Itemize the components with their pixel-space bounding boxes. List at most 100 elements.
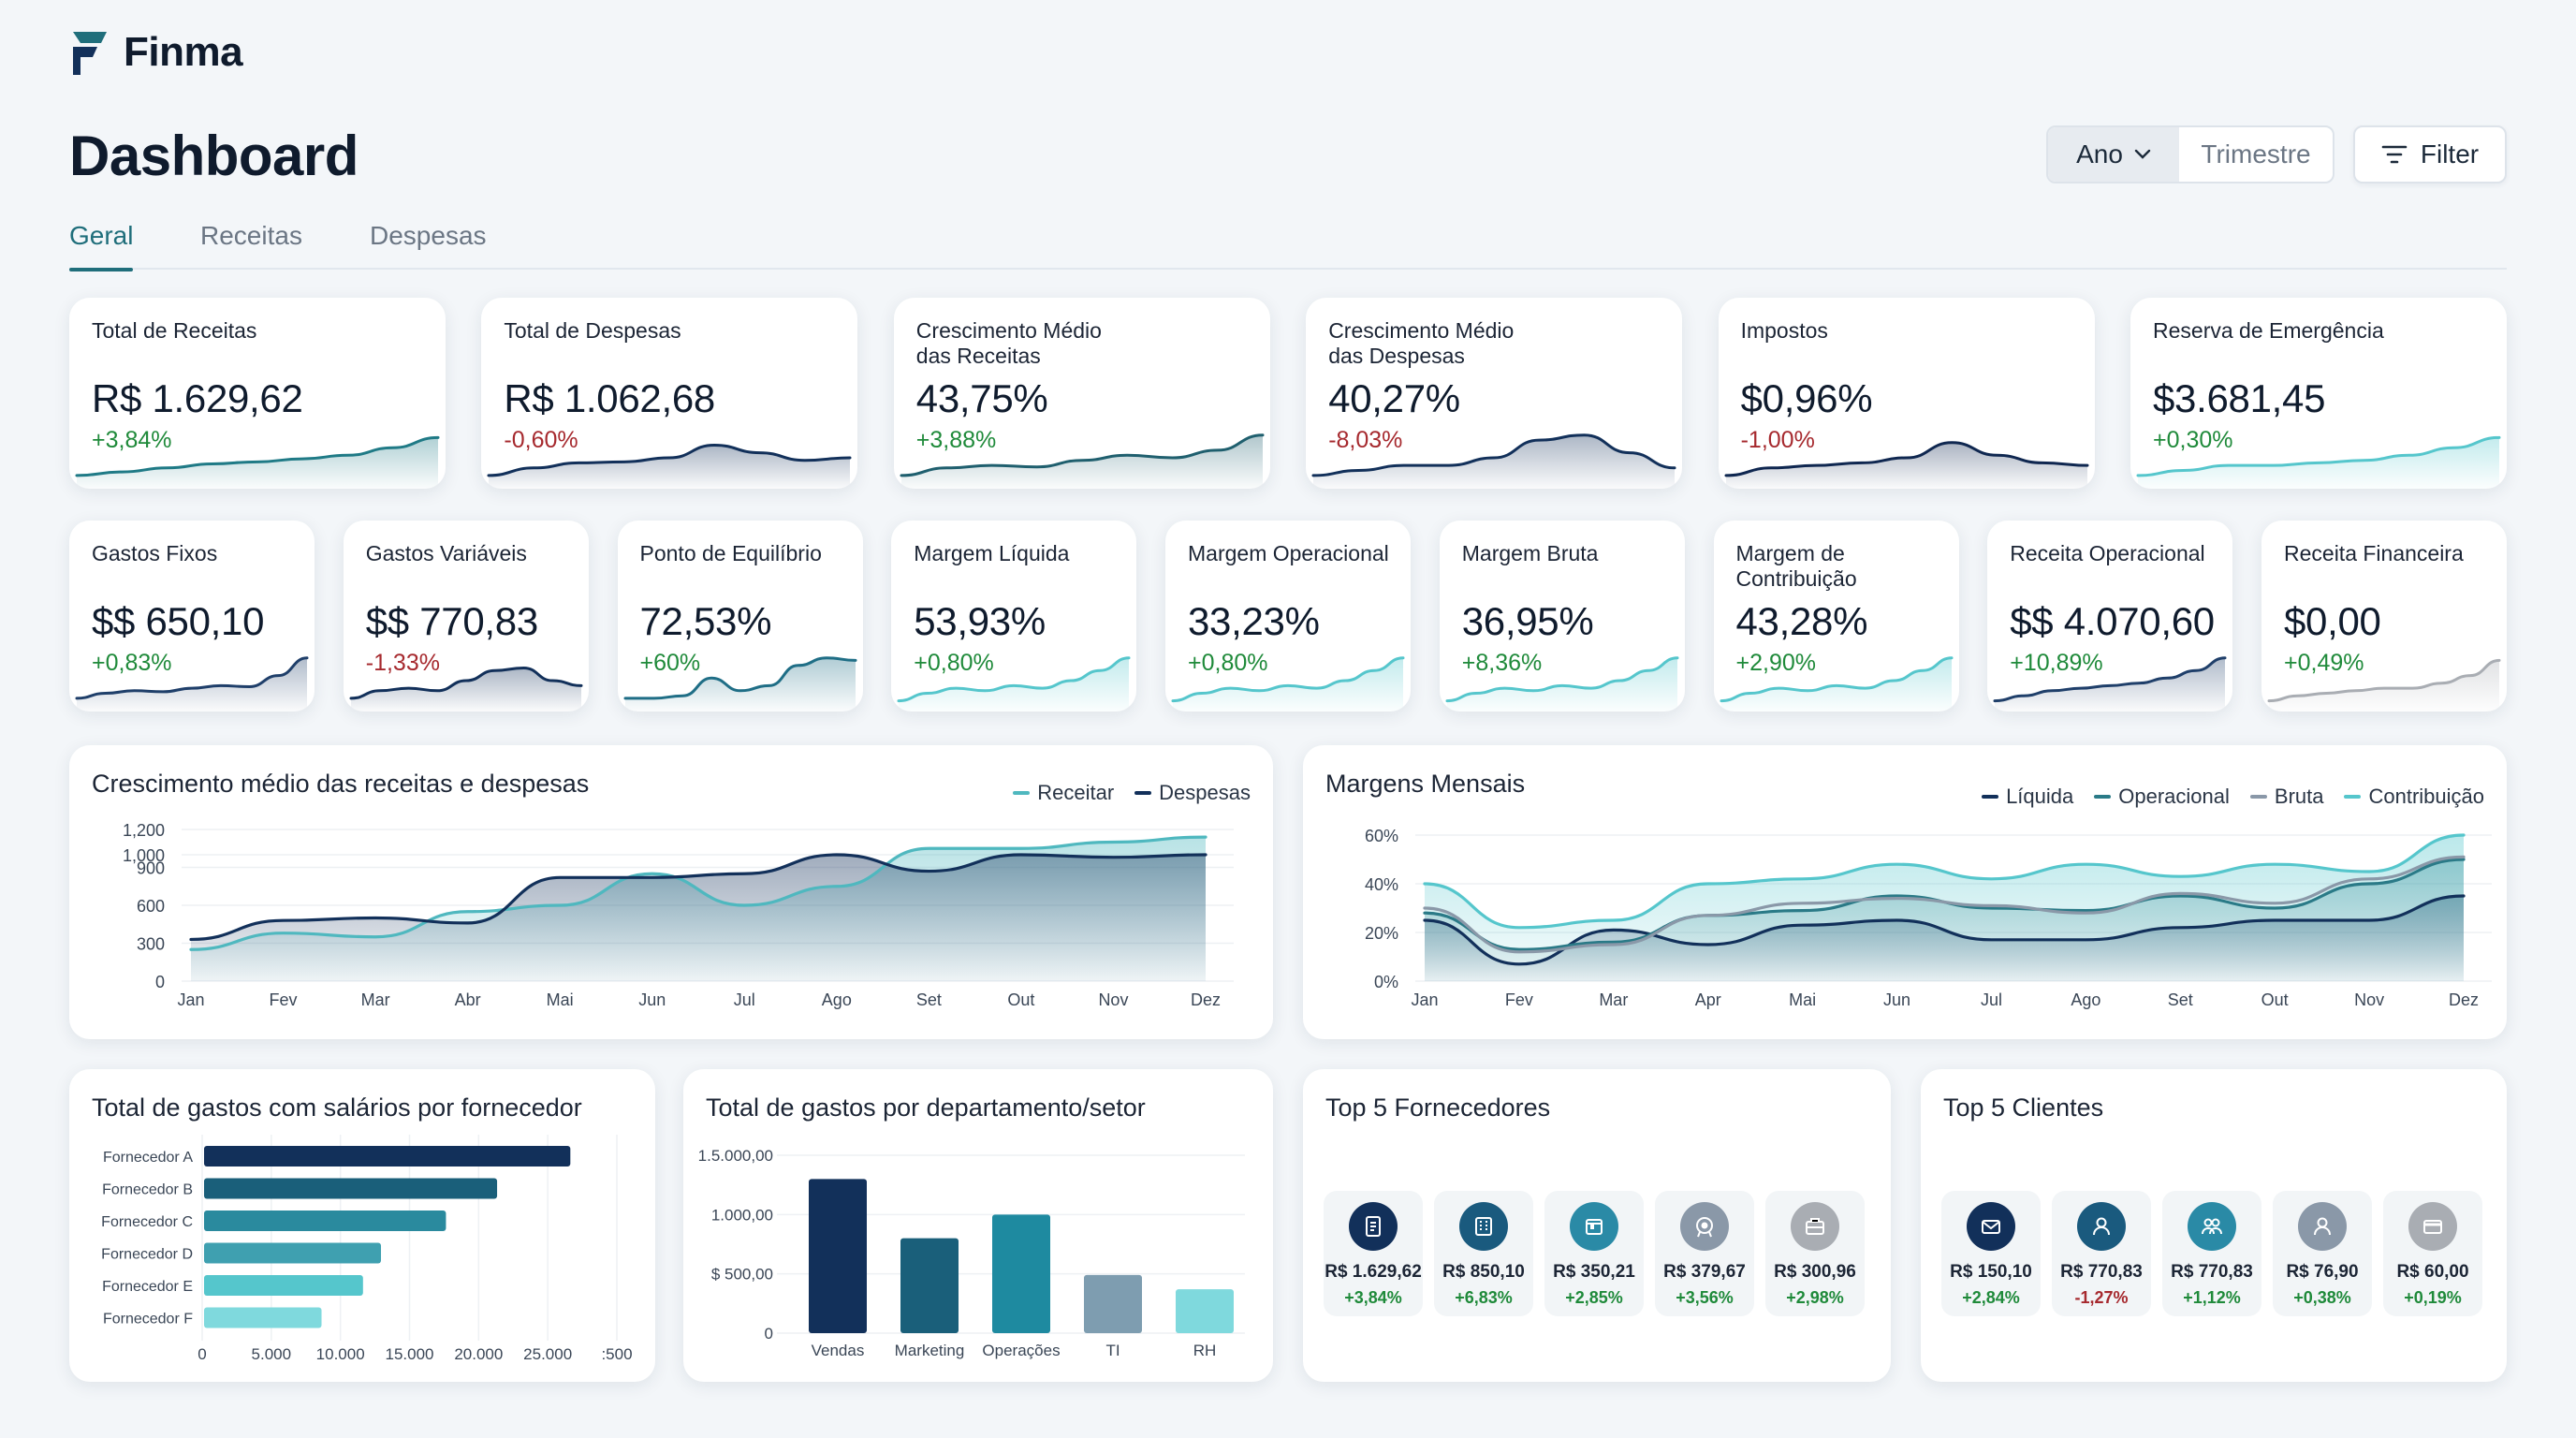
sparkline-area — [1725, 442, 2087, 489]
kpi-label: Margem Líquida — [914, 541, 1070, 565]
legend-swatch — [1013, 791, 1031, 795]
kpi-label: Gastos Variáveis — [365, 541, 527, 565]
sparkline-area — [900, 434, 1263, 489]
legend-label-liquida: Líquida — [2006, 785, 2074, 808]
top-item-tile[interactable]: R$ 150,10 +2,84% — [1941, 1191, 2041, 1316]
margins-chart-legend: Líquida Operacional Bruta Contribuição — [1982, 785, 2484, 809]
card-icon — [2408, 1202, 2457, 1251]
top-item-change: +3,84% — [1344, 1288, 1402, 1307]
kpi-value: $3.681,45 — [2153, 376, 2326, 420]
top-item-tile[interactable]: R$ 379,67 +3,56% — [1655, 1191, 1754, 1316]
kpi-card-total-de-despesas[interactable]: Total de Despesas R$ 1.062,68 -0,60% — [481, 298, 858, 489]
tab-geral[interactable]: Geral — [69, 221, 134, 271]
kpi-card-margem-de-contribuicao[interactable]: Margem de Contribuição 43,28% +2,90% — [1713, 521, 1959, 712]
brand-logo[interactable]: Finma — [69, 28, 243, 77]
kpi-value: 53,93% — [914, 599, 1046, 643]
kpi-card-crescimento-medio-das-receitas[interactable]: Crescimento Médio das Receitas 43,75% +3,8… — [893, 298, 1270, 489]
y-tick-label: 20% — [1365, 924, 1398, 943]
kpi-sparkline — [1720, 656, 1953, 712]
margins-chart-title: Margens Mensais — [1325, 770, 1526, 798]
x-tick-label: Mar — [361, 990, 390, 1009]
mail-icon — [1967, 1202, 2015, 1251]
x-tick-label: RH — [1193, 1342, 1217, 1359]
kpi-card-margem-operacional[interactable]: Margem Operacional 33,23% +0,80% — [1165, 521, 1411, 712]
sparkline-line — [1311, 433, 1676, 477]
y-tick-label: Fornecedor D — [101, 1247, 193, 1263]
legend-swatch — [1982, 795, 1999, 799]
series-line-liquida — [1423, 894, 2466, 966]
y-tick-label: 900 — [137, 859, 165, 878]
kpi-card-crescimento-medio-das-despesas[interactable]: Crescimento Médio das Despesas 40,27% -8,0… — [1306, 298, 1683, 489]
legend-label-despesas: Despesas — [1159, 781, 1251, 804]
legend-label-bruta: Bruta — [2274, 785, 2324, 808]
y-tick-label: 0% — [1374, 973, 1398, 991]
sparkline-area — [899, 657, 1130, 712]
growth-chart-title: Crescimento médio das receitas e despesa… — [92, 770, 590, 798]
x-tick-label: Fev — [1505, 990, 1533, 1009]
kpi-card-receita-financeira[interactable]: Receita Financeira $0,00 +0,49% — [2261, 521, 2507, 712]
margins-chart-plot: 0% 20% 40% 60% Jan Fev Mar Apr Mai Jun Jul Ago Set Ou… — [1365, 827, 2492, 1009]
kpi-sparkline — [75, 435, 440, 489]
top-item-tile[interactable]: R$ 60,00 +0,19% — [2383, 1191, 2482, 1316]
bar-fornecedor-b — [204, 1178, 498, 1199]
top-item-change: -1,27% — [2074, 1288, 2129, 1307]
legend-item-receitar: Receitar — [1013, 781, 1114, 805]
x-tick-label: Set — [2168, 990, 2193, 1009]
kpi-sparkline — [2267, 658, 2501, 712]
kpi-label: Receita Operacional — [2010, 541, 2205, 565]
kpi-card-margem-liquida[interactable]: Margem Líquida 53,93% +0,80% — [891, 521, 1137, 712]
kpi-change: -0,60% — [504, 427, 578, 453]
top-item-tile[interactable]: R$ 300,96 +2,98% — [1765, 1191, 1865, 1316]
top-item-tile[interactable]: R$ 770,83 +1,12% — [2162, 1191, 2261, 1316]
kpi-card-ponto-de-equilibrio[interactable]: Ponto de Equilíbrio 72,53% +60% — [617, 521, 863, 712]
kpi-card-margem-bruta[interactable]: Margem Bruta 36,95% +8,36% — [1439, 521, 1685, 712]
top-item-change: +6,83% — [1455, 1288, 1513, 1307]
top-item-value: R$ 1.629,62 — [1325, 1262, 1422, 1282]
kpi-card-impostos[interactable]: Impostos $0,96% -1,00% — [1718, 298, 2095, 489]
x-tick-label: Out — [1007, 990, 1034, 1009]
sparkline-line — [900, 433, 1265, 477]
kpi-change: +10,89% — [2010, 650, 2103, 676]
period-option-quarter[interactable]: Trimestre — [2201, 139, 2311, 169]
tab-receitas[interactable]: Receitas — [200, 221, 302, 250]
kpi-card-receita-operacional[interactable]: Receita Operacional $$ 4.070,60 +10,89% — [1987, 521, 2233, 712]
kpi-label: Reserva de Emergência — [2153, 318, 2384, 343]
kpi-label: Receita Financeira — [2284, 541, 2464, 565]
departments-chart-card: Total de gastos por departamento/setor 0… — [683, 1069, 1273, 1382]
kpi-card-total-de-receitas[interactable]: Total de Receitas R$ 1.629,62 +3,84% — [69, 298, 446, 489]
kpi-value: 36,95% — [1461, 599, 1594, 643]
salaries-chart-plot: 0 5.000 10.000 15.000 20.000 25.000:500 Fornec… — [101, 1135, 633, 1363]
top-item-tile[interactable]: R$ 350,21 +2,85% — [1544, 1191, 1644, 1316]
y-tick-label: 300 — [137, 935, 165, 954]
y-tick-label: 1.5.000,00 — [698, 1147, 773, 1165]
y-tick-label: 0 — [155, 973, 165, 991]
kpi-sparkline — [1724, 441, 2089, 489]
filter-icon — [2381, 145, 2408, 164]
y-tick-label: Fornecedor F — [103, 1312, 193, 1328]
period-option-year[interactable]: Ano — [2048, 127, 2179, 182]
y-tick-label: 60% — [1365, 827, 1398, 845]
filter-button[interactable]: Filter — [2353, 125, 2507, 183]
top-item-tile[interactable]: R$ 1.629,62 +3,84% — [1324, 1191, 1423, 1316]
top-suppliers-list: R$ 1.629,62 +3,84% R$ 850,10 +6,83% R$ 350,2… — [1324, 1191, 1865, 1316]
kpi-card-reserva-de-emergencia[interactable]: Reserva de Emergência $3.681,45 +0,30% — [2130, 298, 2507, 489]
growth-chart-card: Crescimento médio das receitas e despesa… — [69, 745, 1273, 1039]
y-tick-label: 0 — [765, 1325, 773, 1343]
x-tick-label: 10.000 — [316, 1345, 365, 1363]
x-tick-label: 25.000 — [523, 1345, 572, 1363]
x-tick-label: Jul — [734, 990, 755, 1009]
tab-despesas[interactable]: Despesas — [370, 221, 487, 250]
x-tick-label: Jan — [177, 990, 204, 1009]
top-item-tile[interactable]: R$ 770,83 -1,27% — [2052, 1191, 2151, 1316]
kpi-value: R$ 1.629,62 — [92, 376, 303, 420]
series-line-receitar — [189, 835, 1208, 951]
x-tick-label: TI — [1105, 1342, 1120, 1359]
kpi-value: 33,23% — [1188, 599, 1320, 643]
top-item-tile[interactable]: R$ 76,90 +0,38% — [2273, 1191, 2372, 1316]
kpi-card-gastos-variaveis[interactable]: Gastos Variáveis $$ 770,83 -1,33% — [343, 521, 589, 712]
top-item-tile[interactable]: R$ 850,10 +6,83% — [1434, 1191, 1533, 1316]
kpi-card-gastos-fixos[interactable]: Gastos Fixos $$ 650,10 +0,83% — [69, 521, 315, 712]
sparkline-area — [1446, 657, 1677, 712]
user-icon — [2298, 1202, 2347, 1251]
salaries-chart-title: Total de gastos com salários por fornece… — [92, 1093, 582, 1122]
